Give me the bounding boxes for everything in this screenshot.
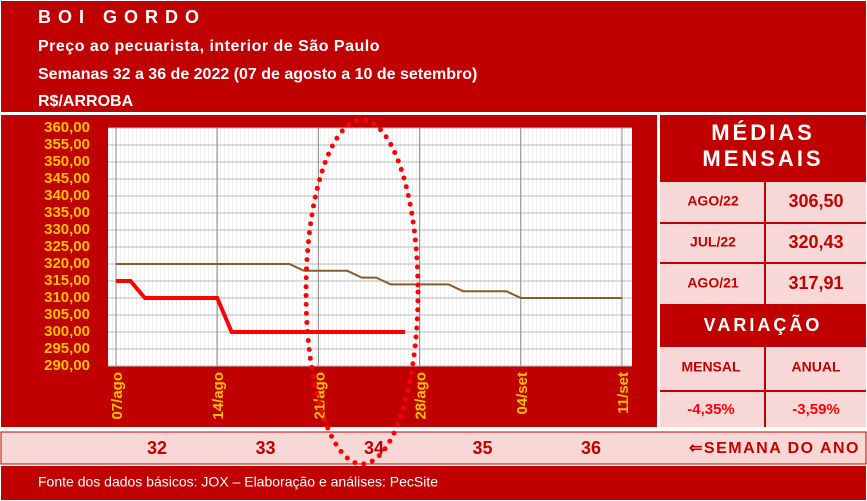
y-tick-label: 340,00 [44,187,90,204]
medias-label: AGO/21 [687,275,739,291]
period: Semanas 32 a 36 de 2022 (07 de agosto a … [38,66,477,83]
medias-label: AGO/22 [687,193,739,209]
variacao-title: VARIAÇÃO [704,314,823,335]
unit: R$/ARROBA [38,93,134,110]
y-tick-label: 325,00 [44,238,90,255]
medias-row [660,264,866,304]
subtitle: Preço ao pecuarista, interior de São Pau… [38,38,380,55]
medias-value: 317,91 [788,273,843,293]
medias-title: MÉDIAS [711,120,815,145]
title: BOI GORDO [38,7,206,27]
y-tick-label: 360,00 [44,119,90,136]
y-tick-label: 315,00 [44,272,90,289]
x-tick-label: 11/set [615,372,632,414]
y-tick-label: 350,00 [44,153,90,170]
footer-band [1,466,866,500]
footer: Fonte dos dados básicos: JOX – Elaboraçã… [38,474,438,490]
week-number: 36 [581,438,601,458]
week-number: 32 [147,438,167,458]
weeks: 32 33 34 35 36 [147,438,601,458]
medias-row [660,182,866,222]
medias-title: MENSAIS [702,146,823,171]
variacao-label: MENSAL [681,359,741,375]
variacao-values [660,392,866,427]
medias-row [660,224,866,262]
chart: 290,00295,00300,00305,00310,00315,00320,… [44,119,632,420]
series-line [116,279,406,334]
x-tick-label: 07/ago [109,372,126,420]
y-tick-label: 305,00 [44,306,90,323]
y-tick-label: 345,00 [44,170,90,187]
header-band [1,1,866,112]
variacao-value: -3,59% [792,401,840,418]
x-tick-label: 04/set [514,372,531,415]
variacao-labels [660,347,866,390]
medias-value: 306,50 [788,191,843,211]
side-rows: AGO/22 306,50 JUL/22 320,43 AGO/21 317,91 MENS… [660,182,866,427]
medias-label: JUL/22 [690,234,736,250]
highlight-week [303,117,421,467]
variacao-value: -4,35% [687,401,735,418]
y-tick-label: 320,00 [44,255,90,272]
y-tick-label: 290,00 [44,357,90,374]
weeks-label: ⇐SEMANA DO ANO [689,440,860,457]
variacao-band [660,305,866,345]
week-number: 34 [364,438,384,458]
weeks-band [0,431,867,465]
week-number: 33 [255,438,275,458]
y-tick-label: 300,00 [44,323,90,340]
y-tick-label: 335,00 [44,204,90,221]
week-number: 35 [472,438,492,458]
medias-value: 320,43 [788,232,843,252]
x-tick-label: 14/ago [210,372,227,420]
y-tick-label: 355,00 [44,136,90,153]
variacao-label: ANUAL [792,359,841,375]
y-tick-label: 310,00 [44,289,90,306]
series-line [116,263,622,299]
y-tick-label: 330,00 [44,221,90,238]
x-tick-label: 28/ago [413,372,430,420]
y-tick-label: 295,00 [44,340,90,357]
